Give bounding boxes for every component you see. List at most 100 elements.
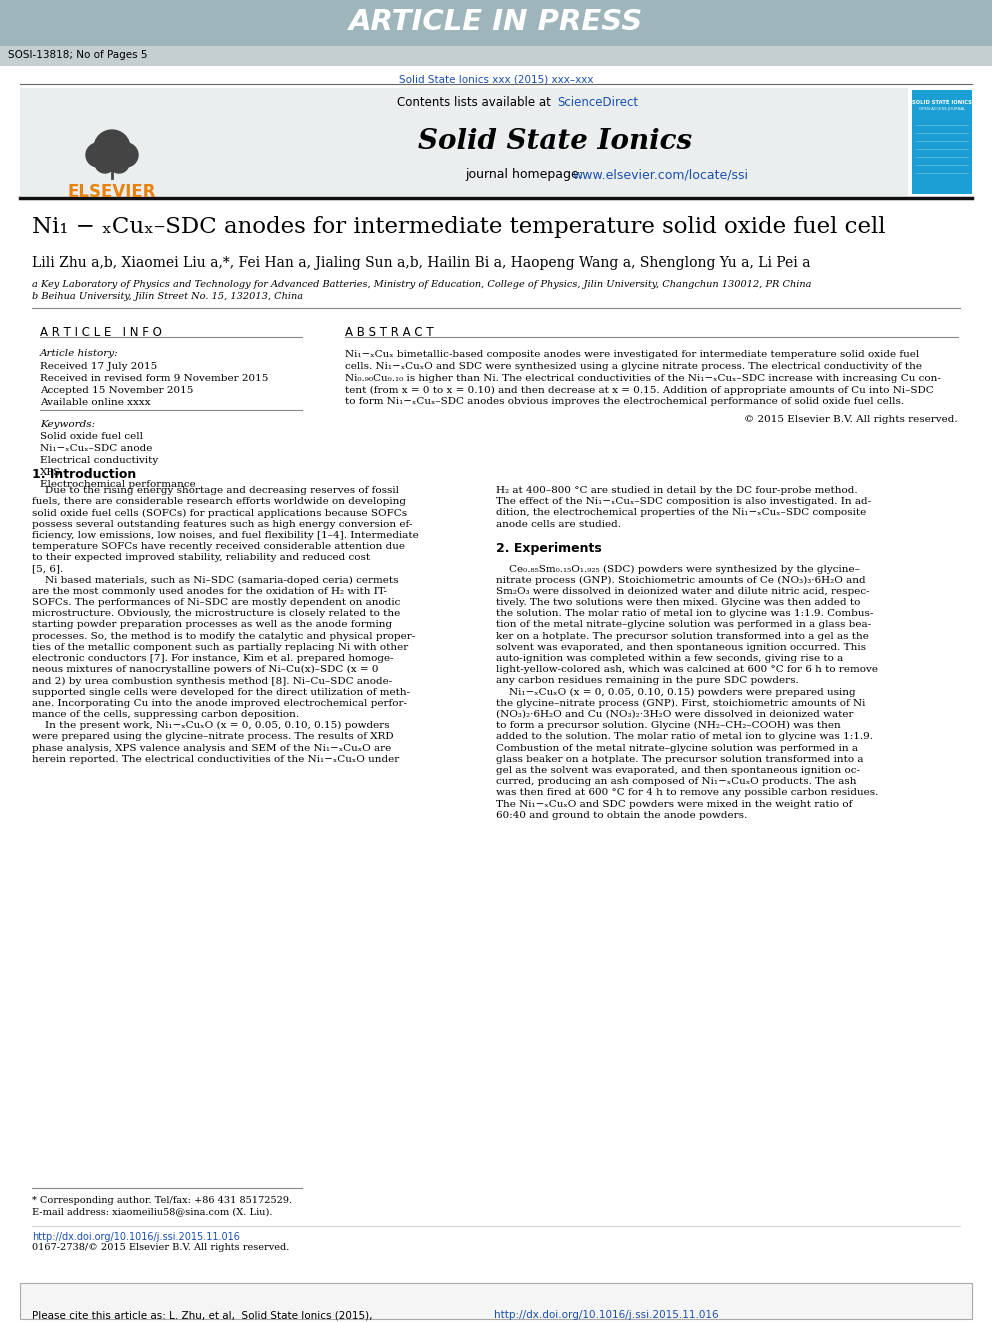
Text: [5, 6].: [5, 6].: [32, 565, 63, 573]
Text: XPS: XPS: [40, 468, 62, 478]
Text: was then fired at 600 °C for 4 h to remove any possible carbon residues.: was then fired at 600 °C for 4 h to remo…: [496, 789, 878, 798]
Text: Electrochemical performance: Electrochemical performance: [40, 480, 195, 490]
Text: Contents lists available at: Contents lists available at: [398, 97, 555, 108]
Text: Electrical conductivity: Electrical conductivity: [40, 456, 159, 464]
Text: fuels, there are considerable research efforts worldwide on developing: fuels, there are considerable research e…: [32, 497, 406, 507]
Bar: [0, 46, 992, 66]
Circle shape: [114, 143, 138, 167]
Circle shape: [94, 130, 130, 165]
Text: Ni₁−ₓCuₓO (x = 0, 0.05, 0.10, 0.15) powders were prepared using: Ni₁−ₓCuₓO (x = 0, 0.05, 0.10, 0.15) powd…: [496, 688, 856, 697]
Text: ane. Incorporating Cu into the anode improved electrochemical perfor-: ane. Incorporating Cu into the anode imp…: [32, 699, 407, 708]
Bar: [20, 89, 908, 196]
Text: ELSEVIER: ELSEVIER: [67, 183, 157, 201]
Text: The Ni₁−ₓCuₓO and SDC powders were mixed in the weight ratio of: The Ni₁−ₓCuₓO and SDC powders were mixed…: [496, 799, 852, 808]
Text: ties of the metallic component such as partially replacing Ni with other: ties of the metallic component such as p…: [32, 643, 409, 652]
Circle shape: [109, 153, 129, 173]
Text: * Corresponding author. Tel/fax: +86 431 85172529.: * Corresponding author. Tel/fax: +86 431…: [32, 1196, 292, 1205]
Text: In the present work, Ni₁−ₓCuₓO (x = 0, 0.05, 0.10, 0.15) powders: In the present work, Ni₁−ₓCuₓO (x = 0, 0…: [32, 721, 390, 730]
Text: to form a precursor solution. Glycine (NH₂–CH₂–COOH) was then: to form a precursor solution. Glycine (N…: [496, 721, 841, 730]
Text: phase analysis, XPS valence analysis and SEM of the Ni₁−ₓCuₓO are: phase analysis, XPS valence analysis and…: [32, 744, 391, 753]
Text: supported single cells were developed for the direct utilization of meth-: supported single cells were developed fo…: [32, 688, 410, 697]
Circle shape: [95, 153, 115, 173]
Text: Solid oxide fuel cell: Solid oxide fuel cell: [40, 433, 143, 441]
Text: www.elsevier.com/locate/ssi: www.elsevier.com/locate/ssi: [572, 168, 748, 181]
Text: are the most commonly used anodes for the oxidation of H₂ with IT-: are the most commonly used anodes for th…: [32, 587, 387, 595]
Text: were prepared using the glycine–nitrate process. The results of XRD: were prepared using the glycine–nitrate …: [32, 733, 394, 741]
Circle shape: [86, 143, 110, 167]
Text: tent (from x = 0 to x = 0.10) and then decrease at x = 0.15. Addition of appropr: tent (from x = 0 to x = 0.10) and then d…: [345, 385, 933, 394]
Text: electronic conductors [7]. For instance, Kim et al. prepared homoge-: electronic conductors [7]. For instance,…: [32, 654, 394, 663]
Text: Due to the rising energy shortage and decreasing reserves of fossil: Due to the rising energy shortage and de…: [32, 486, 399, 495]
Text: ker on a hotplate. The precursor solution transformed into a gel as the: ker on a hotplate. The precursor solutio…: [496, 631, 869, 640]
Text: tively. The two solutions were then mixed. Glycine was then added to: tively. The two solutions were then mixe…: [496, 598, 860, 607]
Text: ficiency, low emissions, low noises, and fuel flexibility [1–4]. Intermediate: ficiency, low emissions, low noises, and…: [32, 531, 419, 540]
Text: 0167-2738/© 2015 Elsevier B.V. All rights reserved.: 0167-2738/© 2015 Elsevier B.V. All right…: [32, 1244, 290, 1252]
Text: journal homepage:: journal homepage:: [465, 168, 587, 181]
Text: herein reported. The electrical conductivities of the Ni₁−ₓCuₓO under: herein reported. The electrical conducti…: [32, 755, 399, 763]
Text: a Key Laboratory of Physics and Technology for Advanced Batteries, Ministry of E: a Key Laboratory of Physics and Technolo…: [32, 280, 811, 288]
Text: microstructure. Obviously, the microstructure is closely related to the: microstructure. Obviously, the microstru…: [32, 609, 400, 618]
Text: Received 17 July 2015: Received 17 July 2015: [40, 363, 158, 370]
Text: Accepted 15 November 2015: Accepted 15 November 2015: [40, 386, 193, 396]
Text: b Beihua University, Jilin Street No. 15, 132013, China: b Beihua University, Jilin Street No. 15…: [32, 292, 304, 302]
Text: © 2015 Elsevier B.V. All rights reserved.: © 2015 Elsevier B.V. All rights reserved…: [744, 415, 958, 423]
Text: Solid State Ionics xxx (2015) xxx–xxx: Solid State Ionics xxx (2015) xxx–xxx: [399, 74, 593, 83]
Text: Lili Zhu a,b, Xiaomei Liu a,*, Fei Han a, Jialing Sun a,b, Hailin Bi a, Haopeng : Lili Zhu a,b, Xiaomei Liu a,*, Fei Han a…: [32, 255, 810, 270]
Text: SOLID STATE IONICS: SOLID STATE IONICS: [912, 101, 972, 105]
Text: solid oxide fuel cells (SOFCs) for practical applications because SOFCs: solid oxide fuel cells (SOFCs) for pract…: [32, 508, 407, 517]
Text: http://dx.doi.org/10.1016/j.ssi.2015.11.016: http://dx.doi.org/10.1016/j.ssi.2015.11.…: [494, 1310, 718, 1320]
Text: ARTICLE IN PRESS: ARTICLE IN PRESS: [349, 8, 643, 36]
Text: processes. So, the method is to modify the catalytic and physical proper-: processes. So, the method is to modify t…: [32, 631, 416, 640]
Text: Available online xxxx: Available online xxxx: [40, 398, 151, 407]
Text: 2. Experiments: 2. Experiments: [496, 542, 602, 556]
Text: A B S T R A C T: A B S T R A C T: [345, 325, 434, 339]
Text: E-mail address: xiaomeiliu58@sina.com (X. Liu).: E-mail address: xiaomeiliu58@sina.com (X…: [32, 1207, 273, 1216]
Text: Keywords:: Keywords:: [40, 419, 95, 429]
Text: neous mixtures of nanocrystalline powers of Ni–Cu(x)–SDC (x = 0: neous mixtures of nanocrystalline powers…: [32, 665, 379, 675]
Text: (NO₃)₂·6H₂O and Cu (NO₃)₂·3H₂O were dissolved in deionized water: (NO₃)₂·6H₂O and Cu (NO₃)₂·3H₂O were diss…: [496, 710, 853, 718]
Text: dition, the electrochemical properties of the Ni₁−ₓCuₓ–SDC composite: dition, the electrochemical properties o…: [496, 508, 866, 517]
Text: Ni based materials, such as Ni–SDC (samaria-doped ceria) cermets: Ni based materials, such as Ni–SDC (sama…: [32, 576, 399, 585]
Text: possess several outstanding features such as high energy conversion ef-: possess several outstanding features suc…: [32, 520, 413, 529]
Text: Article history:: Article history:: [40, 349, 119, 359]
Text: to form Ni₁−ₓCuₓ–SDC anodes obvious improves the electrochemical performance of : to form Ni₁−ₓCuₓ–SDC anodes obvious impr…: [345, 397, 904, 406]
Text: Ni₁−ₓCuₓ–SDC anode: Ni₁−ₓCuₓ–SDC anode: [40, 445, 153, 452]
Bar: [0, 0, 992, 46]
Text: light-yellow-colored ash, which was calcined at 600 °C for 6 h to remove: light-yellow-colored ash, which was calc…: [496, 665, 878, 675]
Text: glass beaker on a hotplate. The precursor solution transformed into a: glass beaker on a hotplate. The precurso…: [496, 755, 863, 763]
Bar: [20, 1283, 972, 1319]
Text: A R T I C L E   I N F O: A R T I C L E I N F O: [40, 325, 162, 339]
Text: tion of the metal nitrate–glycine solution was performed in a glass bea-: tion of the metal nitrate–glycine soluti…: [496, 620, 871, 630]
Text: Please cite this article as: L. Zhu, et al,  Solid State Ionics (2015),: Please cite this article as: L. Zhu, et …: [32, 1310, 376, 1320]
Text: The effect of the Ni₁−ₓCuₓ–SDC composition is also investigated. In ad-: The effect of the Ni₁−ₓCuₓ–SDC compositi…: [496, 497, 871, 507]
Text: solvent was evaporated, and then spontaneous ignition occurred. This: solvent was evaporated, and then spontan…: [496, 643, 866, 652]
Text: Ni₁−ₓCuₓ bimetallic-based composite anodes were investigated for intermediate te: Ni₁−ₓCuₓ bimetallic-based composite anod…: [345, 351, 920, 359]
Text: Sm₂O₃ were dissolved in deionized water and dilute nitric acid, respec-: Sm₂O₃ were dissolved in deionized water …: [496, 587, 870, 595]
Text: curred, producing an ash composed of Ni₁−ₓCuₓO products. The ash: curred, producing an ash composed of Ni₁…: [496, 777, 856, 786]
Text: gel as the solvent was evaporated, and then spontaneous ignition oc-: gel as the solvent was evaporated, and t…: [496, 766, 860, 775]
Bar: [912, 90, 972, 194]
Text: the glycine–nitrate process (GNP). First, stoichiometric amounts of Ni: the glycine–nitrate process (GNP). First…: [496, 699, 865, 708]
Text: any carbon residues remaining in the pure SDC powders.: any carbon residues remaining in the pur…: [496, 676, 799, 685]
Text: Ni₁ − ₓCuₓ–SDC anodes for intermediate temperature solid oxide fuel cell: Ni₁ − ₓCuₓ–SDC anodes for intermediate t…: [32, 216, 886, 238]
Text: Ce₀.₈₅Sm₀.₁₅O₁.₉₂₅ (SDC) powders were synthesized by the glycine–: Ce₀.₈₅Sm₀.₁₅O₁.₉₂₅ (SDC) powders were sy…: [496, 565, 860, 574]
Text: cells. Ni₁−ₓCuₓO and SDC were synthesized using a glycine nitrate process. The e: cells. Ni₁−ₓCuₓO and SDC were synthesize…: [345, 361, 922, 370]
Text: 60:40 and ground to obtain the anode powders.: 60:40 and ground to obtain the anode pow…: [496, 811, 747, 820]
Text: 1. Introduction: 1. Introduction: [32, 468, 136, 482]
Text: temperature SOFCs have recently received considerable attention due: temperature SOFCs have recently received…: [32, 542, 405, 550]
Text: H₂ at 400–800 °C are studied in detail by the DC four-probe method.: H₂ at 400–800 °C are studied in detail b…: [496, 486, 858, 495]
Text: Ni₀.₉₀Cu₀.₁₀ is higher than Ni. The electrical conductivities of the Ni₁−ₓCuₓ–SD: Ni₀.₉₀Cu₀.₁₀ is higher than Ni. The elec…: [345, 373, 940, 382]
Text: and 2) by urea combustion synthesis method [8]. Ni–Cu–SDC anode-: and 2) by urea combustion synthesis meth…: [32, 676, 392, 685]
Text: Received in revised form 9 November 2015: Received in revised form 9 November 2015: [40, 374, 269, 382]
Text: starting powder preparation processes as well as the anode forming: starting powder preparation processes as…: [32, 620, 392, 630]
Bar: [22, 90, 202, 194]
Text: ScienceDirect: ScienceDirect: [557, 97, 638, 108]
Text: auto-ignition was completed within a few seconds, giving rise to a: auto-ignition was completed within a few…: [496, 654, 843, 663]
Text: to their expected improved stability, reliability and reduced cost: to their expected improved stability, re…: [32, 553, 370, 562]
Text: Solid State Ionics: Solid State Ionics: [418, 128, 692, 155]
Text: nitrate process (GNP). Stoichiometric amounts of Ce (NO₃)₃·6H₂O and: nitrate process (GNP). Stoichiometric am…: [496, 576, 866, 585]
Text: mance of the cells, suppressing carbon deposition.: mance of the cells, suppressing carbon d…: [32, 710, 300, 718]
Text: Combustion of the metal nitrate–glycine solution was performed in a: Combustion of the metal nitrate–glycine …: [496, 744, 858, 753]
Text: SOFCs. The performances of Ni–SDC are mostly dependent on anodic: SOFCs. The performances of Ni–SDC are mo…: [32, 598, 401, 607]
Text: added to the solution. The molar ratio of metal ion to glycine was 1:1.9.: added to the solution. The molar ratio o…: [496, 733, 873, 741]
